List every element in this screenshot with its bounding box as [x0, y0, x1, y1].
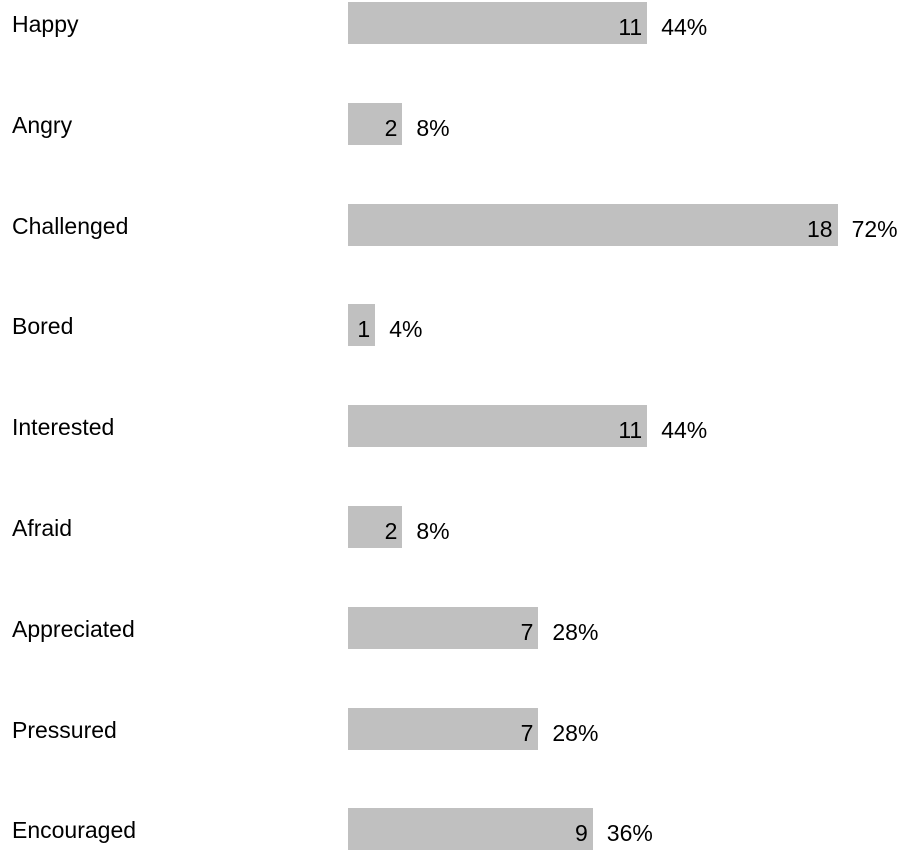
category-label: Angry	[12, 111, 73, 138]
bar	[348, 2, 648, 44]
bar-percent-label: 4%	[389, 316, 423, 343]
category-label: Interested	[12, 414, 115, 441]
bar	[348, 304, 376, 347]
bar-percent-label: 8%	[416, 518, 450, 544]
bar-value-label: 9	[575, 820, 588, 847]
bar-value-label: 2	[384, 518, 398, 544]
bar-value-label: 1	[357, 316, 371, 343]
bar-percent-label: 72%	[851, 215, 898, 242]
bar-percent-label: 8%	[416, 114, 450, 141]
bar	[348, 203, 838, 246]
category-label: Encouraged	[12, 817, 137, 844]
bar-value-label: 7	[520, 719, 534, 746]
bar	[348, 405, 648, 448]
bar-percent-label: 36%	[606, 820, 653, 847]
bar-value-label: 18	[807, 215, 833, 242]
bar-percent-label: 28%	[552, 618, 599, 645]
bar-percent-label: 44%	[661, 14, 708, 40]
bar-percent-label: 44%	[661, 417, 708, 444]
bar	[348, 506, 403, 548]
category-label: Afraid	[12, 515, 73, 541]
category-label: Bored	[12, 313, 74, 340]
bar-value-label: 11	[618, 417, 643, 444]
bar	[348, 102, 403, 145]
category-label: Appreciated	[12, 615, 135, 642]
bar	[348, 707, 539, 750]
bar-value-label: 11	[618, 14, 643, 40]
category-label: Happy	[12, 11, 79, 37]
bar-value-label: 2	[384, 114, 398, 141]
bar	[348, 808, 593, 850]
bar	[348, 606, 539, 649]
bar-value-label: 7	[520, 618, 534, 645]
category-label: Pressured	[12, 716, 117, 743]
category-label: Challenged	[12, 212, 129, 239]
bar-percent-label: 28%	[552, 719, 599, 746]
